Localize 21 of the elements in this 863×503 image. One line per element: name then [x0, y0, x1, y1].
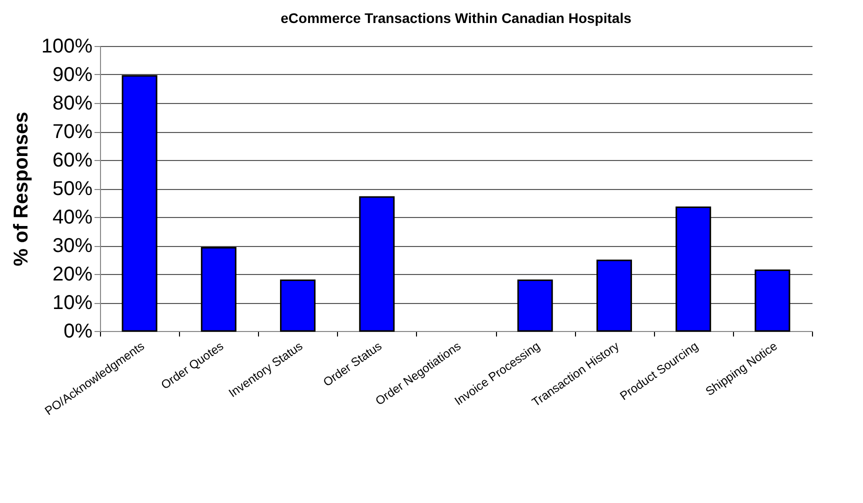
y-tick-label: 60%: [52, 150, 93, 172]
y-tick-label: 30%: [52, 235, 93, 257]
bar: [596, 260, 632, 332]
y-axis-title: % of Responses: [10, 112, 32, 266]
y-tick-label: 20%: [52, 264, 93, 286]
bar: [200, 247, 236, 332]
bar: [122, 75, 158, 332]
bar: [517, 280, 553, 332]
y-tick-label: 80%: [52, 92, 93, 114]
chart-title: eCommerce Transactions Within Canadian Hospitals: [280, 10, 632, 26]
y-tick-label: 10%: [52, 292, 93, 314]
y-tick-label: 40%: [52, 206, 93, 228]
y-tick-label: 90%: [52, 64, 93, 86]
bar: [359, 196, 395, 332]
bar: [280, 280, 316, 332]
bar: [754, 270, 790, 332]
bar: [676, 206, 712, 332]
y-tick-label: 50%: [52, 178, 93, 200]
y-tick-label: 100%: [41, 36, 93, 58]
y-tick-label: 70%: [52, 121, 93, 143]
y-tick-label: 0%: [64, 320, 93, 342]
